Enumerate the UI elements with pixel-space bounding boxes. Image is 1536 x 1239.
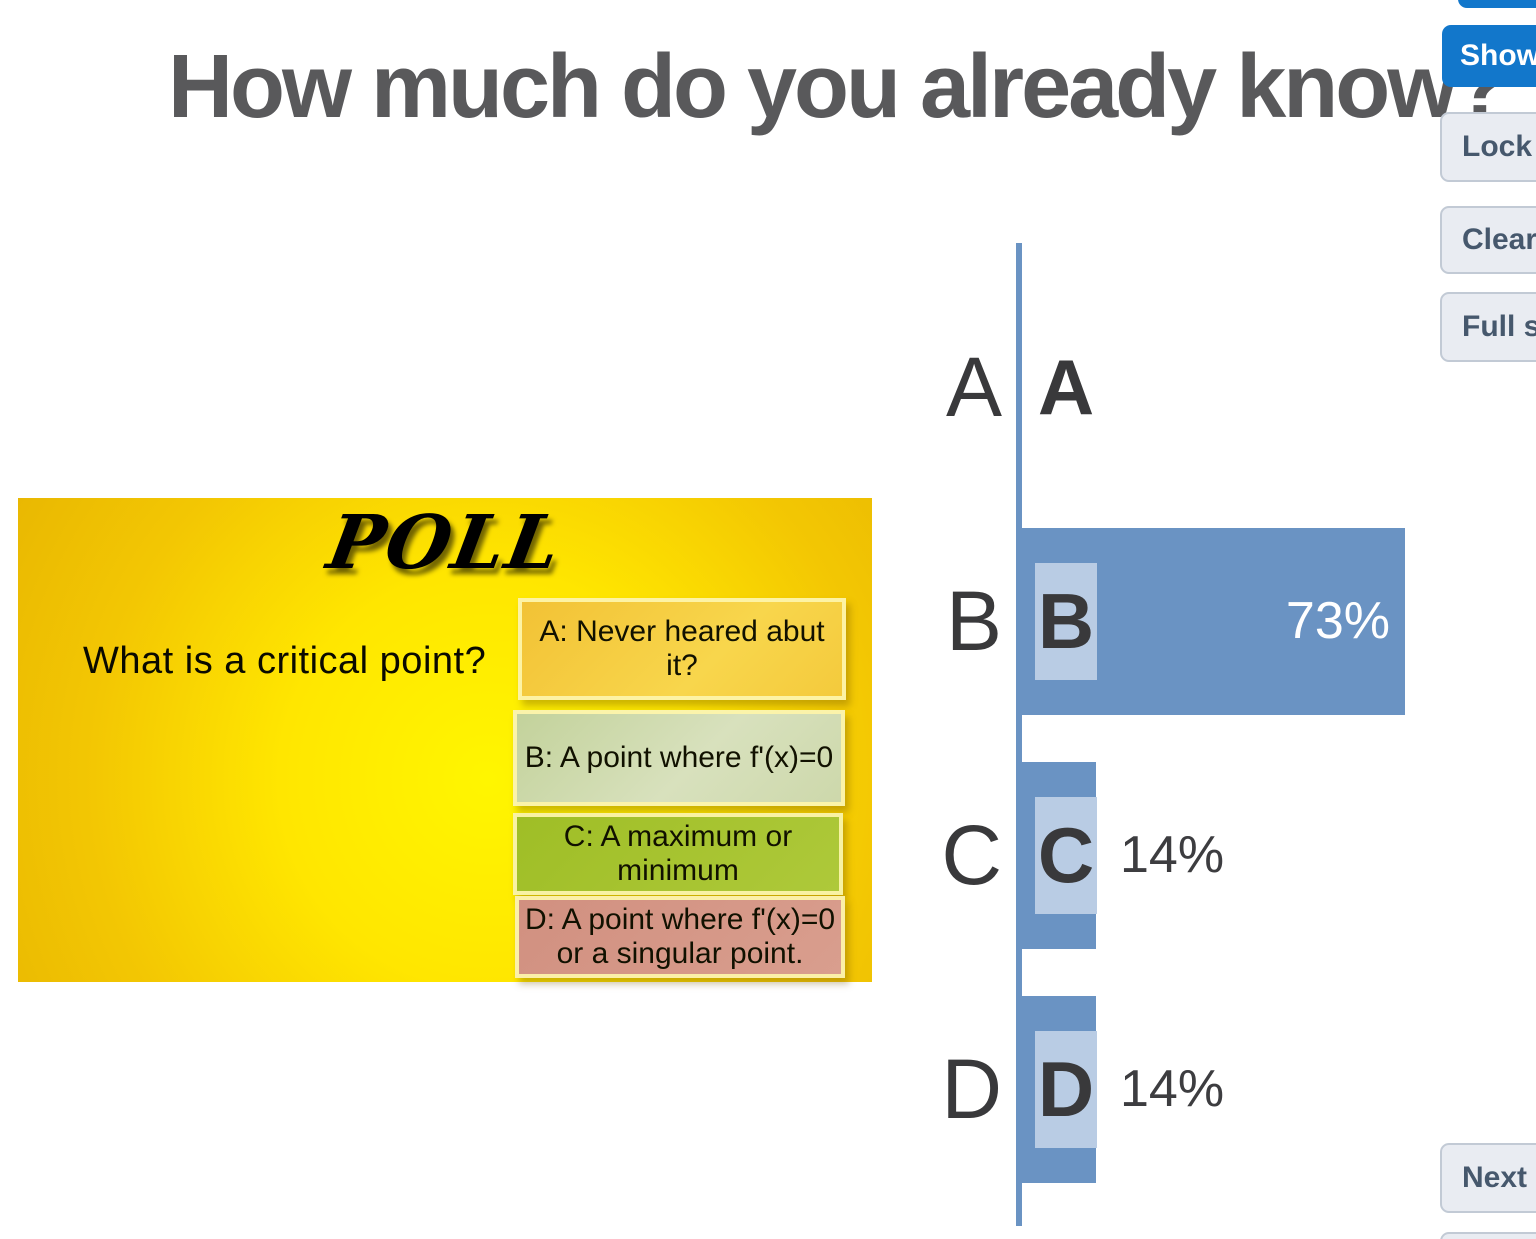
chart-axis	[1016, 243, 1022, 1226]
bar-letter-chip: A	[1037, 343, 1095, 431]
category-label: C	[941, 808, 1002, 902]
show-results-button[interactable]: Show	[1442, 25, 1536, 87]
page-title: How much do you already know?	[168, 37, 1509, 137]
chart-row: B B 73%	[946, 528, 1536, 715]
lock-button[interactable]: Lock	[1440, 112, 1536, 182]
clear-button[interactable]: Clear	[1440, 206, 1536, 274]
chart-row: D D 14%	[941, 996, 1536, 1183]
option-card-a: A: Never heared abut it?	[518, 598, 846, 700]
bar-letter-chip: D	[1035, 1031, 1097, 1148]
chart-row: A A	[946, 294, 1536, 481]
bar-value-label: 14%	[1120, 1060, 1225, 1118]
category-label: D	[941, 1042, 1002, 1136]
poll-slide-image: POLL What is a critical point? A: Never …	[18, 498, 872, 982]
chart-row: C C 14%	[941, 762, 1536, 949]
bar-value-label: 14%	[1120, 826, 1225, 884]
option-card-c: C: A maximum or minimum	[513, 813, 843, 895]
option-card-d: D: A point where f'(x)=0 or a singular p…	[515, 896, 845, 978]
category-label: B	[945, 574, 1002, 668]
next-button[interactable]: Next	[1440, 1143, 1536, 1213]
category-label: A	[945, 340, 1002, 434]
bar-letter-chip: B	[1035, 563, 1097, 680]
option-card-b: B: A point where f'(x)=0	[513, 710, 845, 806]
partial-button-bottom[interactable]	[1440, 1232, 1536, 1239]
fullscreen-button[interactable]: Full screen	[1440, 292, 1536, 362]
bar-value-label: 73%	[1285, 592, 1390, 650]
slide-heading: POLL	[321, 500, 569, 586]
bar-letter-chip: C	[1035, 797, 1097, 914]
slide-question: What is a critical point?	[83, 640, 487, 682]
partial-button-top[interactable]	[1458, 0, 1536, 8]
